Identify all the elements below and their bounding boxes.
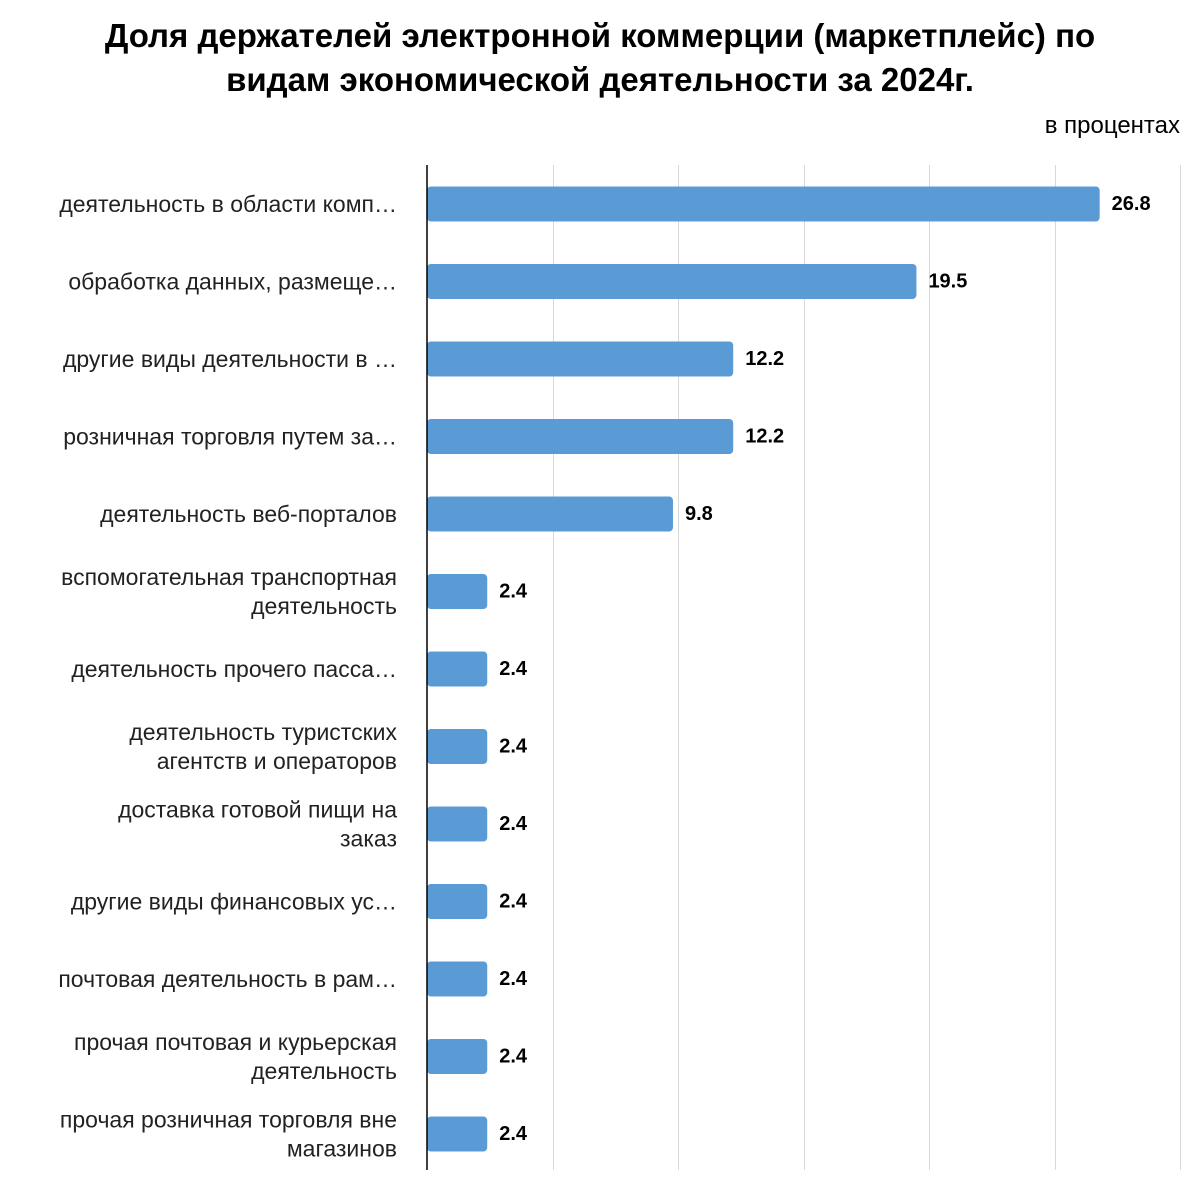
bar [427,1039,488,1074]
category-label-line: деятельность [251,593,397,619]
bar [427,961,488,997]
category-label-line: заказ [340,826,397,852]
value-label: 12.2 [745,348,784,370]
category-label-line: вспомогательная транспортная [61,564,397,590]
category-label-line: агентств и операторов [157,748,397,774]
bar [427,264,917,299]
value-label: 19.5 [928,271,967,293]
bar [427,729,488,764]
bar [427,341,734,377]
value-label: 9.8 [685,503,713,525]
category-label-line: деятельность туристских [129,719,397,745]
value-label: 2.4 [499,813,528,835]
category-label-line: прочая почтовая и курьерская [74,1029,397,1055]
value-label: 2.4 [499,968,528,990]
category-label-line: почтовая деятельность в рам… [58,966,397,992]
category-label-line: прочая розничная торговля вне [60,1107,397,1133]
value-labels: 26.8 19.5 12.2 12.2 9.8 2.4 2.4 2.4 2.4 2.4 2.4 2.4… [499,193,1150,1145]
chart-title-line-1: Доля держателей электронной коммерции (м… [104,17,1096,54]
value-label: 2.4 [499,581,528,603]
bar [427,651,488,687]
value-label: 2.4 [499,736,528,758]
value-label: 2.4 [499,658,528,680]
category-label: деятельность в области комп… [59,191,397,217]
category-label-line: доставка готовой пищи на [118,797,397,823]
category-label: доставка готовой пищи на заказ [118,797,397,852]
grid-lines [553,165,1181,1170]
category-label: вспомогательная транспортная деятельность [61,564,397,619]
category-label: почтовая деятельность в рам… [58,966,397,992]
category-label: деятельность веб-порталов [100,501,397,527]
category-label-line: деятельность в области комп… [59,191,397,217]
bar [427,1116,488,1152]
category-label: деятельность туристских агентств и операт… [129,719,397,774]
value-label: 2.4 [499,891,528,913]
chart-unit-label: в процентах [1044,112,1180,139]
value-label: 12.2 [745,426,784,448]
category-labels: деятельность в области комп… обработка да… [58,191,397,1162]
category-label: другие виды финансовых ус… [71,889,397,915]
bar [427,884,488,919]
category-label: прочая розничная торговля вне магазинов [60,1107,397,1162]
category-label-line: магазинов [287,1136,397,1162]
value-label: 2.4 [499,1123,528,1145]
category-label-line: деятельность веб-порталов [100,501,397,527]
bar [427,186,1100,222]
bars [427,186,1100,1152]
category-label-line: обработка данных, размеще… [68,269,397,295]
category-label-line: деятельность [251,1058,397,1084]
chart-title-line-2: видам экономической деятельности за 2024… [226,61,974,98]
category-label-line: другие виды финансовых ус… [71,889,397,915]
category-label: розничная торговля путем за… [63,424,397,450]
bar [427,496,673,532]
category-label: деятельность прочего пасса… [71,656,397,682]
category-label-line: розничная торговля путем за… [63,424,397,450]
chart-title: Доля держателей электронной коммерции (м… [0,14,1200,102]
category-label-line: другие виды деятельности в … [63,346,397,372]
category-label: другие виды деятельности в … [63,346,397,372]
value-label: 2.4 [499,1046,528,1068]
category-label-line: деятельность прочего пасса… [71,656,397,682]
bar [427,574,488,609]
bar [427,806,488,842]
category-label: обработка данных, размеще… [68,269,397,295]
category-label: прочая почтовая и курьерская деятельность [74,1029,397,1084]
bar [427,419,734,454]
value-label: 26.8 [1112,193,1151,215]
